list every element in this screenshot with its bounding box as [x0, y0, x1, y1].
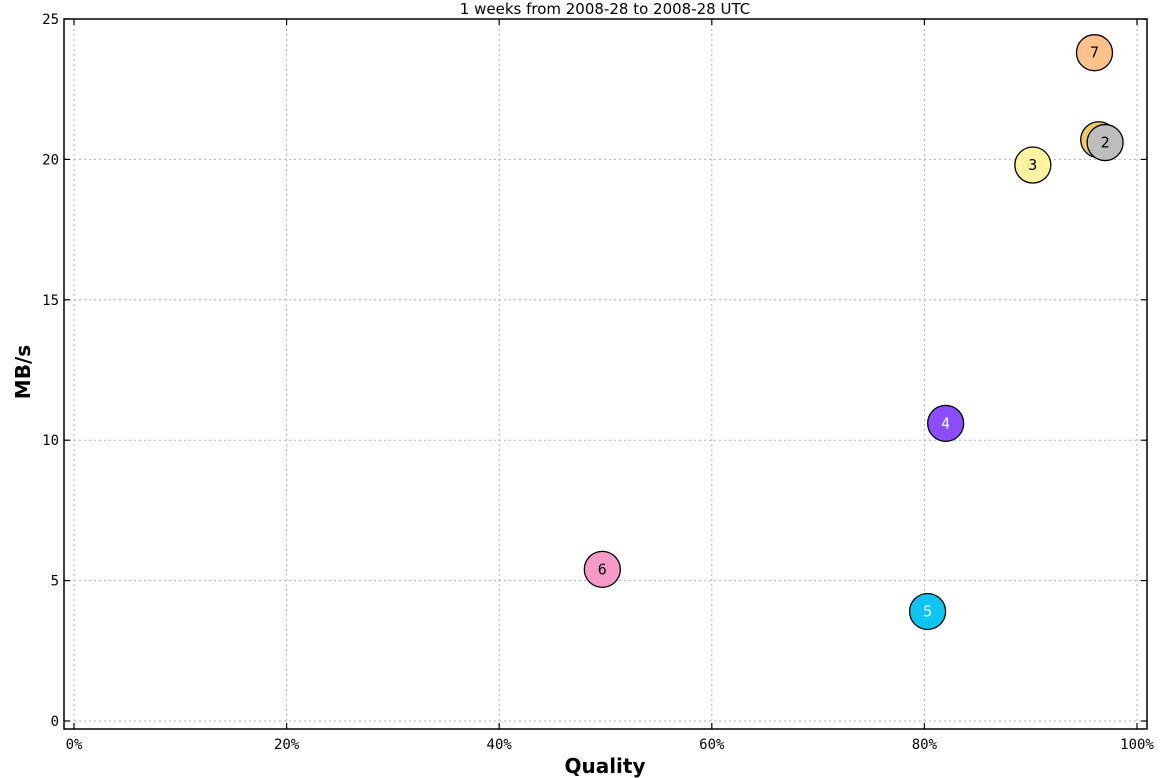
x-tick-label: 40% [487, 737, 513, 753]
point-marker [927, 404, 965, 443]
point-marker [583, 550, 621, 589]
point-marker [1075, 34, 1114, 72]
data-point: 3 [1014, 146, 1052, 184]
data-point: 7 [1075, 34, 1114, 72]
y-tick-label: 20 [42, 152, 59, 168]
y-tick-label: 15 [42, 293, 59, 309]
y-tick-label: 25 [42, 12, 59, 28]
data-point: 4 [927, 404, 965, 443]
point-label: 5 [923, 602, 932, 620]
points-layer: 7123465 [583, 34, 1124, 631]
point-label: 6 [598, 560, 607, 578]
data-point: 2 [1086, 123, 1124, 162]
plot-frame [63, 18, 1148, 730]
point-label: 4 [941, 414, 950, 432]
chart-title: 1 weeks from 2008-28 to 2008-28 UTC [460, 0, 750, 18]
y-tick-label: 10 [42, 433, 59, 449]
data-point: 6 [583, 550, 621, 589]
x-tick-label: 100% [1120, 737, 1154, 753]
x-axis-label: Quality [564, 754, 645, 778]
y-axis-label: MB/s [11, 345, 35, 399]
data-point: 5 [908, 592, 947, 631]
point-label: 2 [1101, 134, 1110, 152]
x-tick-label: 80% [912, 737, 938, 753]
y-tick-label: 0 [51, 714, 59, 730]
x-tick-label: 60% [699, 737, 725, 753]
point-marker [908, 592, 947, 631]
point-label: 3 [1028, 156, 1037, 174]
point-marker [1014, 146, 1052, 184]
point-marker [1086, 123, 1124, 162]
y-tick-label: 5 [51, 574, 59, 590]
grid-layer [64, 18, 1147, 729]
x-tick-label: 20% [274, 737, 300, 753]
x-tick-label: 0% [66, 737, 83, 753]
point-label: 7 [1090, 44, 1099, 62]
